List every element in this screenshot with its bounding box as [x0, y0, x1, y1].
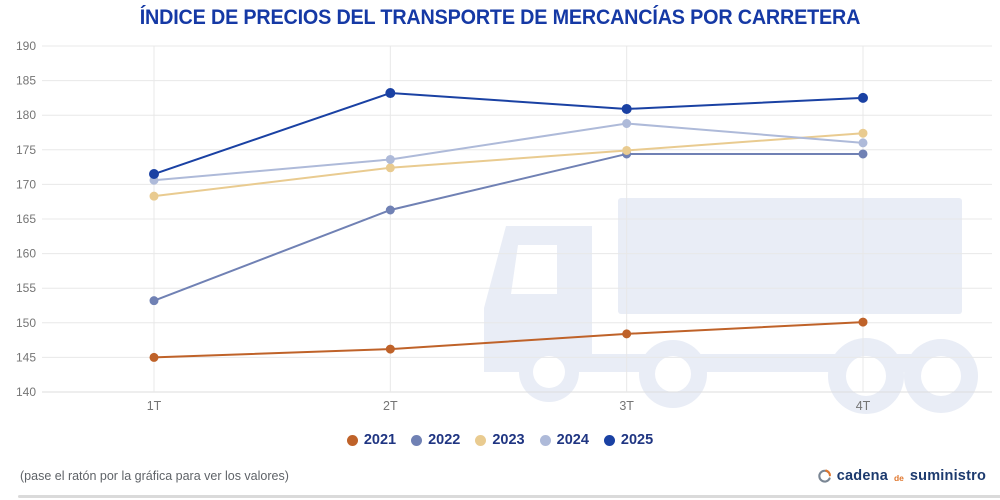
- y-axis-label: 175: [16, 143, 36, 157]
- legend-item-2023[interactable]: 2023: [475, 432, 525, 448]
- legend-dot-2021: [346, 434, 358, 446]
- y-axis-label: 150: [16, 316, 36, 330]
- point-2023-2T[interactable]: [385, 163, 395, 173]
- legend-item-2025[interactable]: 2025: [603, 432, 654, 448]
- chart-area[interactable]: 140 145 150 155 160 165 170 175 180 185 190 1T 2T 3T 4…: [0, 0, 1000, 460]
- truck-watermark-icon: [484, 198, 978, 414]
- point-2025-4T[interactable]: [858, 92, 868, 103]
- hover-hint: (pase el ratón por la gráfica para ver l…: [20, 469, 289, 483]
- point-2025-1T[interactable]: [149, 169, 159, 180]
- point-2021-1T[interactable]: [149, 352, 159, 362]
- x-axis-label: 4T: [856, 399, 871, 413]
- legend-item-2022[interactable]: 2022: [411, 432, 460, 448]
- legend-dot-2025: [603, 434, 615, 446]
- series-line-2022: [153, 152, 863, 302]
- point-2021-4T[interactable]: [858, 317, 868, 327]
- y-axis-label: 140: [16, 385, 36, 399]
- point-2021-2T[interactable]: [385, 344, 395, 354]
- cadena-suministro-logo[interactable]: cadena de suministro: [817, 468, 986, 484]
- point-2023-1T[interactable]: [149, 191, 159, 201]
- bottom-divider: [18, 495, 1000, 498]
- point-2022-4T[interactable]: [858, 149, 868, 159]
- x-axis-label: 3T: [619, 399, 634, 413]
- point-2021-3T[interactable]: [622, 329, 632, 339]
- logo-text-de: de: [893, 472, 904, 483]
- legend-item-2021[interactable]: 2021: [346, 432, 397, 448]
- point-2024-3T[interactable]: [622, 119, 632, 129]
- legend-dot-2024: [539, 434, 551, 446]
- x-axis-label: 2T: [383, 399, 398, 413]
- legend-label-2025: 2025: [620, 432, 654, 448]
- logo-text-suministro: suministro: [909, 468, 986, 484]
- y-axis-label: 145: [16, 350, 36, 364]
- logo-text-cadena: cadena: [836, 468, 888, 484]
- series-line-2023: [153, 132, 864, 198]
- legend-label-2022: 2022: [428, 432, 461, 448]
- y-axis-label: 170: [16, 177, 36, 191]
- y-axis-label: 155: [16, 281, 36, 295]
- legend-label-2023: 2023: [492, 432, 525, 448]
- y-axis-label: 185: [16, 74, 36, 88]
- y-axis-label: 190: [16, 39, 36, 53]
- y-axis-label: 180: [16, 108, 36, 122]
- point-2022-1T[interactable]: [149, 296, 159, 306]
- legend-dot-2022: [411, 434, 423, 446]
- point-2022-2T[interactable]: [385, 205, 395, 215]
- point-2024-2T[interactable]: [385, 154, 395, 164]
- chart-legend: 2021 2022 2023 2024 2025: [0, 431, 1000, 449]
- y-axis-label: 160: [16, 247, 36, 261]
- legend-item-2024[interactable]: 2024: [539, 432, 589, 448]
- point-2025-3T[interactable]: [621, 103, 632, 114]
- series-line-2024: [153, 122, 864, 182]
- legend-label-2021: 2021: [363, 432, 397, 448]
- price-index-chart[interactable]: 140 145 150 155 160 165 170 175 180 185 190 1T 2T 3T 4…: [0, 0, 1000, 460]
- legend-dot-2023: [475, 434, 487, 446]
- chart-series: [149, 88, 868, 362]
- legend-label-2024: 2024: [556, 432, 589, 448]
- y-axis-label: 165: [16, 212, 36, 226]
- x-axis-label: 1T: [147, 399, 162, 413]
- chart-gridlines: [42, 45, 992, 393]
- point-2023-3T[interactable]: [622, 145, 632, 155]
- series-line-2025: [153, 92, 864, 175]
- logo-swirl-icon: [818, 469, 831, 483]
- series-line-2021: [153, 321, 864, 359]
- point-2025-2T[interactable]: [385, 88, 396, 99]
- page-title: ÍNDICE DE PRECIOS DEL TRANSPORTE DE MERC…: [139, 5, 861, 29]
- point-2023-4T[interactable]: [858, 128, 868, 138]
- point-2024-4T[interactable]: [858, 138, 868, 148]
- chart-axis-labels: 140 145 150 155 160 165 170 175 180 185 190 1T 2T 3T 4…: [16, 39, 871, 413]
